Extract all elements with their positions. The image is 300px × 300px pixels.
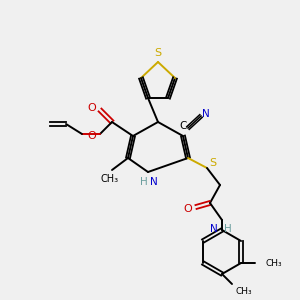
- Text: O: O: [184, 204, 192, 214]
- Text: O: O: [88, 103, 96, 113]
- Text: H: H: [140, 177, 148, 187]
- Text: C: C: [179, 121, 187, 131]
- Text: O: O: [88, 131, 96, 141]
- Text: CH₃: CH₃: [101, 174, 119, 184]
- Text: N: N: [202, 109, 210, 119]
- Text: S: S: [154, 48, 162, 58]
- Text: N: N: [210, 224, 218, 234]
- Text: N: N: [150, 177, 158, 187]
- Text: S: S: [209, 158, 217, 168]
- Text: CH₃: CH₃: [236, 287, 253, 296]
- Text: CH₃: CH₃: [265, 259, 282, 268]
- Text: H: H: [224, 224, 232, 234]
